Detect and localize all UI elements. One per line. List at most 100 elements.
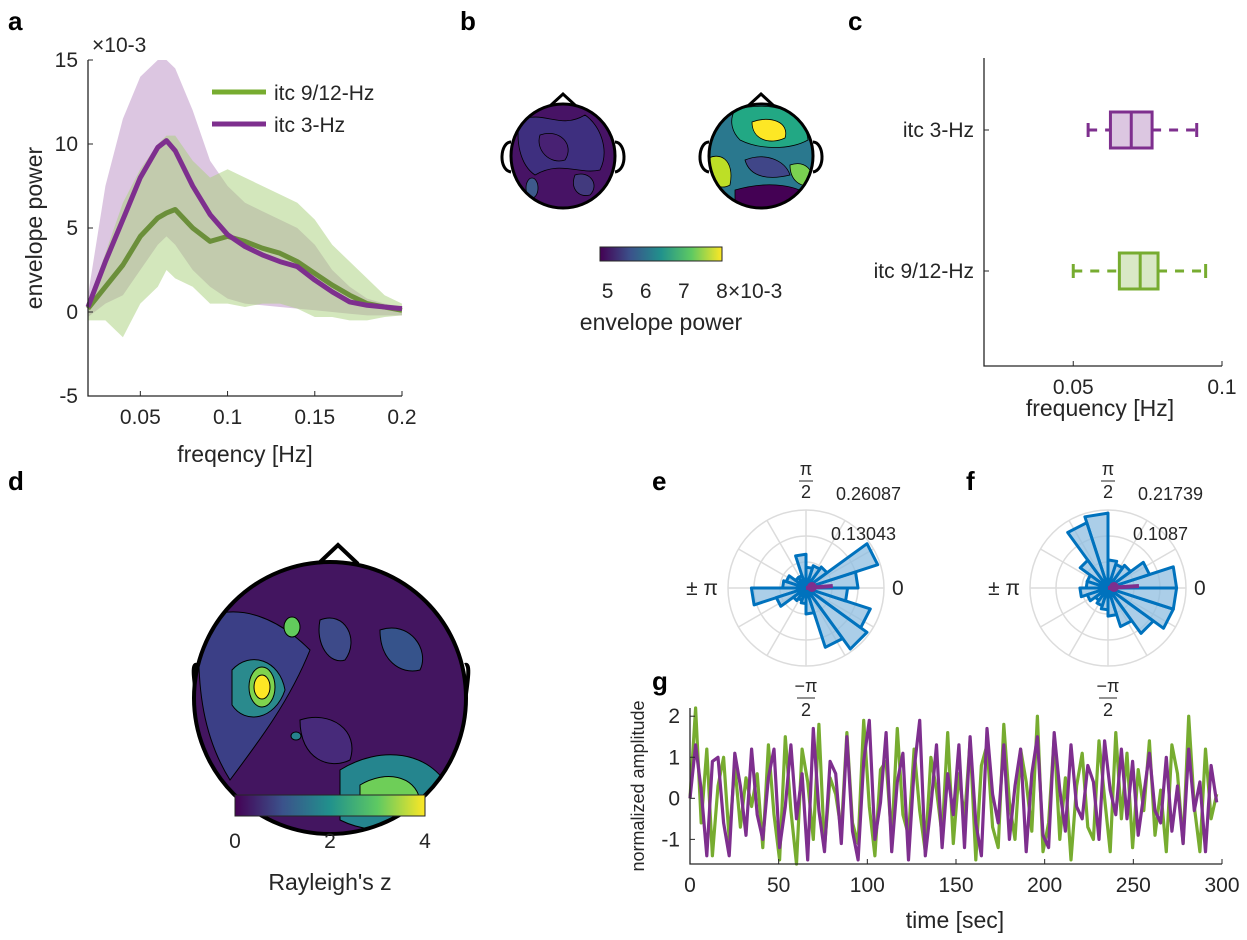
x-tick-label: 0 [684,874,696,897]
y-tick-label: 1 [668,746,680,769]
nose-icon [316,542,360,566]
nose-icon [548,91,578,108]
panel-a-y-exponent: ×10-3 [92,34,146,57]
band-purple [88,60,402,317]
panel-g-ylabel: normalized amplitude [628,700,648,871]
panel-g-lines [688,706,1219,866]
polar-bin [804,542,880,590]
panel-a-ticks: 0.05 0.1 0.15 0.2 -5 0 5 10 15 [55,49,417,429]
colorbar-tick-label: 0 [229,830,241,853]
angle-label-left: ± π [686,577,718,600]
panel-c-xlabel: frequency [Hz] [1026,395,1174,421]
angle-label-right: 0 [892,577,904,600]
mean-vector-dot [1109,582,1119,592]
angle-label-top-den: 2 [801,482,811,502]
x-tick-label: 300 [1204,874,1239,897]
panel-label-e: e [652,466,666,496]
colorbar-tick-label: 8 [716,280,728,303]
colorbar-d-label: Rayleigh's z [268,869,391,895]
polar-bin [1106,586,1179,611]
angle-label-bottom-num: −π [1097,676,1120,696]
panel-label-c: c [848,6,862,36]
colorbar-tick-label: 4 [419,830,431,853]
panel-c-ticks: itc 3-Hz itc 9/12-Hz 0.05 0.1 [874,119,1237,399]
y-tick-label: 10 [55,133,78,156]
topoplot-b-left [500,91,626,210]
topoplot-b-right [698,91,824,210]
line-purple [85,138,403,312]
radial-tick-label: 0.21739 [1138,484,1203,504]
panel-label-g: g [652,666,668,696]
angle-label-bottom-den: 2 [801,700,811,720]
x-tick-label: 0.05 [120,406,161,429]
panel-a-chart: 0.05 0.1 0.15 0.2 -5 0 5 10 15 ×10-3 envelope po… [21,34,417,467]
x-tick-label: 50 [767,874,790,897]
radial-tick-label: 0.26087 [836,484,901,504]
panel-label-d: d [8,466,24,496]
ear-left-icon [698,140,710,174]
panel-a-ylabel: envelope power [21,146,47,309]
nose-icon [746,91,776,108]
angle-label-bottom-den: 2 [1103,700,1113,720]
y-tick-label: 2 [668,705,680,728]
colorbar-b-label: envelope power [580,309,743,335]
y-tick-label: -1 [661,828,680,851]
angle-label-top-num: π [800,459,812,479]
y-tick-label: itc 3-Hz [903,119,974,142]
x-tick-label: 200 [1027,874,1062,897]
panel-b-topoplots: 5 6 7 8 ×10-3 envelope power [500,91,824,335]
x-tick-label: 150 [938,874,973,897]
panel-c-axes [983,58,1222,367]
panel-label-a: a [8,6,23,36]
colorbar-tick-label: 7 [678,280,690,303]
panel-labels: a b c d e f g [8,6,975,696]
panel-a-xlabel: freqency [Hz] [177,441,313,467]
ear-left-icon [500,140,512,174]
y-tick-label: 5 [66,217,78,240]
panel-c-boxplot: itc 3-Hz itc 9/12-Hz 0.05 0.1 frequency [Hz… [874,58,1237,421]
angle-label-top-den: 2 [1103,482,1113,502]
radial-tick-label: 0.13043 [831,524,896,544]
colorbar-b-exponent: ×10-3 [728,280,782,303]
colorbar-tick-label: 6 [640,280,652,303]
x-tick-label: 0.15 [294,406,335,429]
angle-label-top-num: π [1102,459,1114,479]
mean-vector-dot [807,582,817,592]
x-tick-label: 0.2 [387,406,416,429]
y-tick-label: -5 [59,385,78,408]
panel-a-lines [85,138,403,313]
ear-right-icon [614,140,626,174]
angle-label-bottom-num: −π [795,676,818,696]
angle-label-left: ± π [988,577,1020,600]
radial-tick-label: 0.1087 [1133,524,1188,544]
colorbar-d [234,794,426,817]
colorbar-tick-label: 5 [602,280,614,303]
angle-label-right: 0 [1194,577,1206,600]
panel-label-f: f [966,466,975,496]
x-tick-label: 0.1 [1207,376,1236,399]
panel-g-xlabel: time [sec] [906,907,1004,933]
panel-a-legend: itc 9/12-Hz itc 3-Hz [212,82,374,137]
panel-c-boxes [1071,110,1208,291]
legend-label-purple: itc 3-Hz [274,114,345,137]
legend-label-green: itc 9/12-Hz [274,82,374,105]
colorbar-b-ticks: 5 6 7 8 [602,280,728,303]
x-tick-label: 100 [850,874,885,897]
panel-f-polar: π 2 ± π 0 −π 2 0.1087 0.21739 [988,459,1206,720]
y-tick-label: 0 [668,787,680,810]
colorbar-tick-label: 2 [324,830,336,853]
colorbar-d-ticks: 0 2 4 [229,830,431,853]
x-tick-label: 0.1 [213,406,242,429]
y-tick-label: itc 9/12-Hz [874,260,974,283]
x-tick-label: 0.05 [1053,376,1094,399]
y-tick-label: 15 [55,49,78,72]
colorbar-b [599,246,723,262]
signal-purple [688,718,1219,862]
panel-e-polar: π 2 ± π 0 −π 2 0.13043 0.26087 [686,459,904,720]
panel-label-b: b [460,6,476,36]
y-tick-label: 0 [66,301,78,324]
ear-right-icon [812,140,824,174]
